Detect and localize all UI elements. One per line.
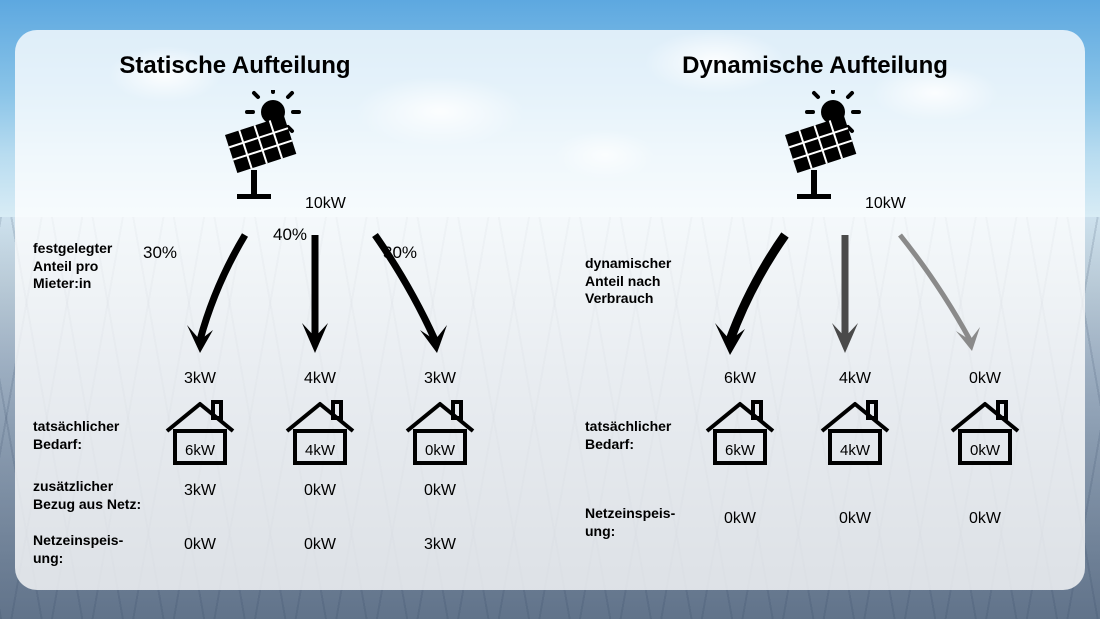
arrow-icon xyxy=(820,225,870,365)
alloc-0: 3kW xyxy=(145,370,255,388)
demand-label-left: tatsächlicher Bedarf: xyxy=(33,418,143,453)
demand-label-right: tatsächlicher Bedarf: xyxy=(585,418,695,453)
capacity-left: 10kW xyxy=(305,195,346,213)
arrow-icon xyxy=(355,225,465,365)
demand-2: 0kW xyxy=(425,442,455,459)
alloc-r1: 4kW xyxy=(800,370,910,388)
feed-1: 0kW xyxy=(265,536,375,554)
house-col-r1: 4kW 4kW xyxy=(800,370,910,468)
solar-panel-icon xyxy=(785,116,856,199)
feed-r2: 0kW xyxy=(930,510,1040,528)
solar-generator-right xyxy=(755,90,875,215)
arrow-icon xyxy=(705,225,805,365)
feed-2: 3kW xyxy=(385,536,495,554)
content-overlay: Statische Aufteilung xyxy=(15,30,1085,590)
house-col-0: 3kW 6kW xyxy=(145,370,255,468)
static-title: Statische Aufteilung xyxy=(35,52,435,80)
solar-panel-icon xyxy=(225,116,296,199)
feed-r1: 0kW xyxy=(800,510,910,528)
share-label-right: dynamischer Anteil nach Verbrauch xyxy=(585,255,685,308)
arrow-icon xyxy=(880,225,1000,365)
demand-r0: 6kW xyxy=(725,442,755,459)
demand-r1: 4kW xyxy=(840,442,870,459)
capacity-right: 10kW xyxy=(865,195,906,213)
alloc-r2: 0kW xyxy=(930,370,1040,388)
extra-2: 0kW xyxy=(385,482,495,500)
alloc-2: 3kW xyxy=(385,370,495,388)
share-label-left: festgelegter Anteil pro Mieter:in xyxy=(33,240,143,293)
extra-label-left: zusätzlicher Bezug aus Netz: xyxy=(33,478,143,513)
solar-generator-left xyxy=(195,90,315,215)
feed-0: 0kW xyxy=(145,536,255,554)
dynamic-title: Dynamische Aufteilung xyxy=(615,52,1015,80)
feed-label-right: Netzeinspeis-ung: xyxy=(585,505,695,540)
extra-0: 3kW xyxy=(145,482,255,500)
house-col-r0: 6kW 6kW xyxy=(685,370,795,468)
dynamic-allocation-panel: Dynamische Aufteilung xyxy=(575,30,1085,590)
share-pct-0: 30% xyxy=(143,243,177,263)
extra-1: 0kW xyxy=(265,482,375,500)
alloc-r0: 6kW xyxy=(685,370,795,388)
static-allocation-panel: Statische Aufteilung xyxy=(15,30,575,590)
house-col-r2: 0kW 0kW xyxy=(930,370,1040,468)
arrow-icon xyxy=(290,225,340,365)
feed-label-left: Netzeinspeis-ung: xyxy=(33,532,143,567)
demand-1: 4kW xyxy=(305,442,335,459)
arrow-icon xyxy=(175,225,265,365)
feed-r0: 0kW xyxy=(685,510,795,528)
demand-0: 6kW xyxy=(185,442,215,459)
house-col-1: 4kW 4kW xyxy=(265,370,375,468)
house-col-2: 3kW 0kW xyxy=(385,370,495,468)
alloc-1: 4kW xyxy=(265,370,375,388)
demand-r2: 0kW xyxy=(970,442,1000,459)
